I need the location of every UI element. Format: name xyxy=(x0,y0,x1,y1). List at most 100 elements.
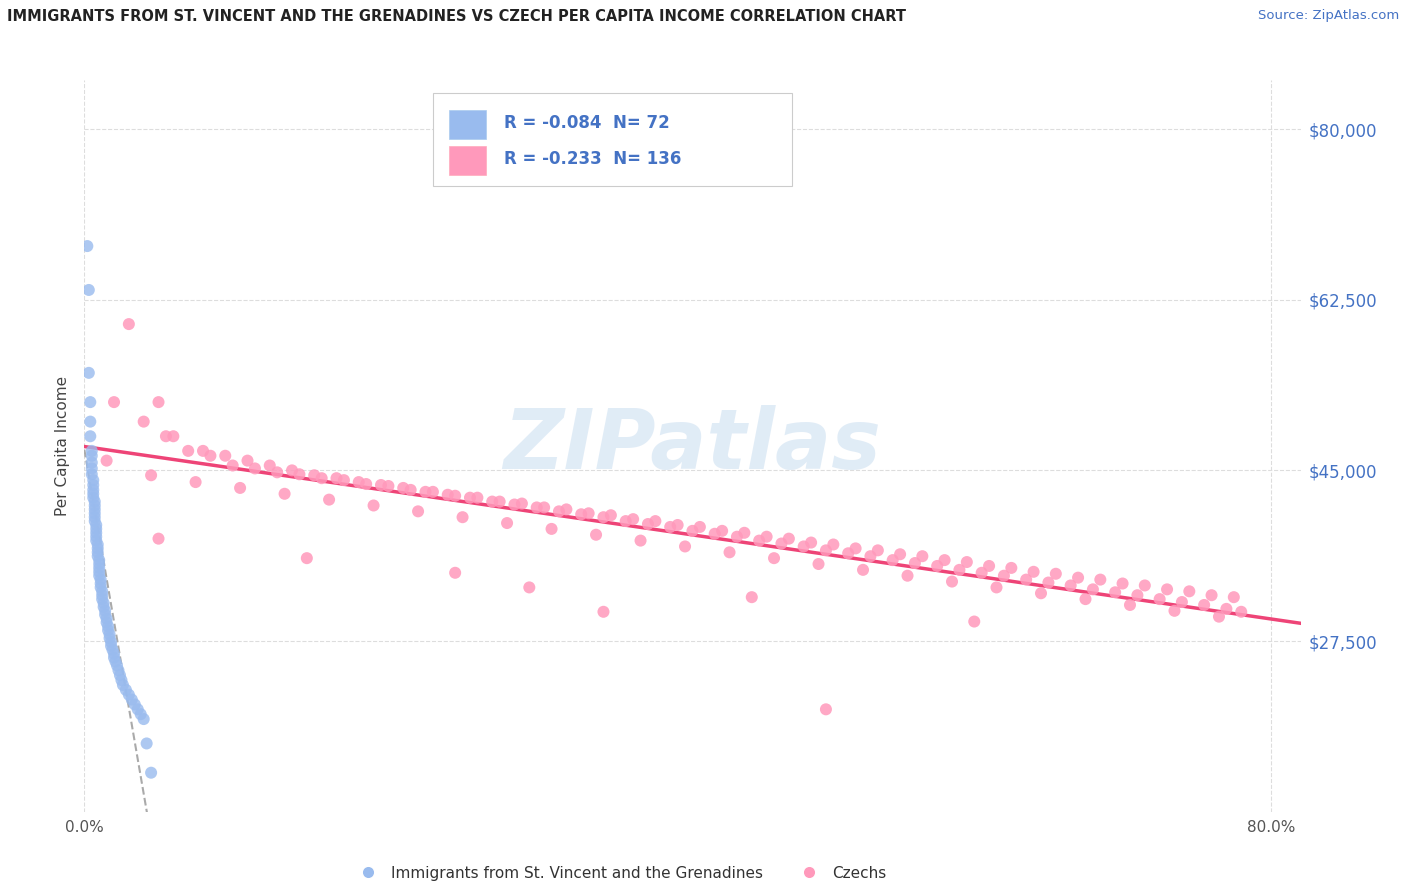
Point xyxy=(93,596,115,610)
Point xyxy=(585,527,607,541)
Text: ZIPatlas: ZIPatlas xyxy=(503,406,882,486)
Point xyxy=(436,488,458,502)
Point xyxy=(89,561,111,575)
Point xyxy=(86,549,108,564)
Point xyxy=(845,541,868,556)
Point xyxy=(82,473,104,487)
Point xyxy=(177,443,200,458)
Point xyxy=(94,604,117,618)
Point xyxy=(77,283,100,297)
Point xyxy=(91,592,114,607)
Point xyxy=(221,458,243,473)
Point xyxy=(1059,578,1081,592)
Point xyxy=(496,516,519,530)
Point xyxy=(84,518,107,533)
Point xyxy=(80,449,103,463)
Point xyxy=(1171,595,1194,609)
Point xyxy=(1201,588,1223,602)
Point xyxy=(666,518,689,533)
Point xyxy=(1038,575,1060,590)
Point xyxy=(548,504,571,518)
Point xyxy=(83,502,105,516)
Point xyxy=(363,499,385,513)
Point xyxy=(103,395,125,409)
Point xyxy=(741,590,763,604)
Point xyxy=(90,573,112,587)
Point xyxy=(115,682,138,697)
Point xyxy=(599,508,621,523)
Point xyxy=(97,624,120,638)
Point xyxy=(76,239,98,253)
Point xyxy=(132,415,155,429)
Point xyxy=(97,619,120,633)
Point xyxy=(614,514,637,528)
Point xyxy=(1192,598,1215,612)
Point xyxy=(135,736,157,750)
Point xyxy=(129,707,152,722)
Text: IMMIGRANTS FROM ST. VINCENT AND THE GRENADINES VS CZECH PER CAPITA INCOME CORREL: IMMIGRANTS FROM ST. VINCENT AND THE GREN… xyxy=(7,9,905,24)
Point xyxy=(80,461,103,475)
Point xyxy=(814,543,837,558)
Text: R = -0.233  N= 136: R = -0.233 N= 136 xyxy=(503,150,682,169)
Point xyxy=(83,514,105,528)
Point xyxy=(889,547,911,561)
Point xyxy=(444,489,467,503)
Point xyxy=(526,500,548,515)
Point xyxy=(896,568,918,582)
Point xyxy=(100,635,122,649)
Point xyxy=(84,533,107,548)
Point xyxy=(118,317,141,331)
Point xyxy=(184,475,207,489)
Point xyxy=(859,549,882,564)
Point xyxy=(755,530,778,544)
Point xyxy=(288,467,311,482)
Point xyxy=(89,568,111,582)
Point xyxy=(970,566,993,580)
Point xyxy=(1208,609,1230,624)
Point xyxy=(96,453,118,467)
Point xyxy=(444,566,467,580)
Bar xyxy=(450,110,485,139)
Point xyxy=(118,688,141,702)
Point xyxy=(578,506,600,520)
Point xyxy=(1119,598,1142,612)
Point xyxy=(127,702,149,716)
Point xyxy=(956,555,979,569)
Point xyxy=(132,712,155,726)
Point xyxy=(467,491,489,505)
Point xyxy=(837,546,859,560)
Point xyxy=(986,581,1008,595)
Point xyxy=(689,520,711,534)
Point xyxy=(82,491,104,505)
Point xyxy=(1230,605,1253,619)
Point xyxy=(295,551,318,566)
Point xyxy=(1067,571,1090,585)
Point xyxy=(273,487,295,501)
Point xyxy=(517,581,540,595)
Point xyxy=(963,615,986,629)
Point xyxy=(1156,582,1178,597)
Point xyxy=(89,553,111,567)
Point xyxy=(533,500,555,515)
Point xyxy=(1081,582,1104,597)
Point xyxy=(83,494,105,508)
Point xyxy=(637,516,659,531)
Point xyxy=(934,553,956,567)
Point xyxy=(191,443,214,458)
Point xyxy=(318,492,340,507)
Point xyxy=(621,512,644,526)
Point xyxy=(98,631,121,645)
Point xyxy=(93,599,115,614)
FancyBboxPatch shape xyxy=(433,93,792,186)
Point xyxy=(569,508,592,522)
Point xyxy=(77,366,100,380)
Point xyxy=(214,449,236,463)
Point xyxy=(1022,565,1045,579)
Point xyxy=(682,524,704,538)
Point xyxy=(259,458,281,473)
Bar xyxy=(450,146,485,176)
Point xyxy=(1149,592,1171,607)
Point xyxy=(311,471,333,485)
Point xyxy=(110,673,132,687)
Point xyxy=(229,481,252,495)
